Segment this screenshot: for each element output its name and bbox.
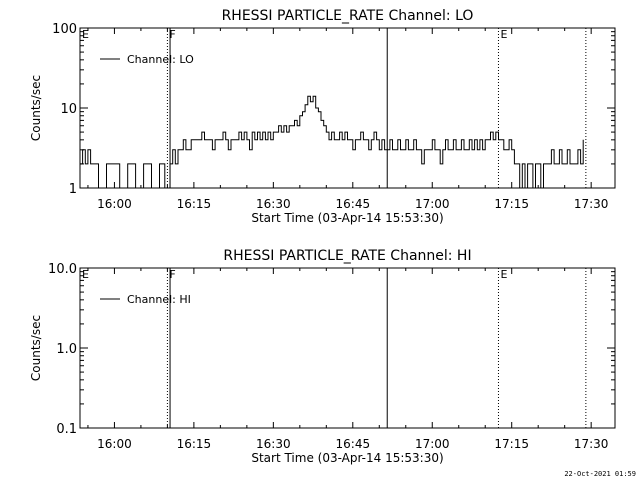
- chart-panel-1: RHESSI PARTICLE_RATE Channel: HI 16:00 16:…: [29, 248, 616, 465]
- event-marker-label: F: [169, 28, 175, 41]
- x-tick-label: 16:30: [256, 437, 291, 451]
- x-tick-label: 16:15: [177, 197, 212, 211]
- chart-title: RHESSI PARTICLE_RATE Channel: LO: [222, 8, 474, 24]
- x-tick-label: 17:30: [574, 197, 609, 211]
- x-tick-label: 17:00: [415, 437, 450, 451]
- x-tick-label: 16:30: [256, 197, 291, 211]
- legend-label: Channel: HI: [127, 293, 191, 306]
- x-tick-label: 17:30: [574, 437, 609, 451]
- event-marker-label: E: [500, 28, 507, 41]
- y-axis-label: Counts/sec: [29, 315, 43, 381]
- x-axis-label: Start Time (03-Apr-14 15:53:30): [251, 451, 443, 465]
- x-tick-label: 16:15: [177, 437, 212, 451]
- event-marker-label: E: [500, 268, 507, 281]
- event-marker-label: E: [82, 28, 89, 41]
- x-tick-label: 16:00: [97, 197, 132, 211]
- x-axis-label: Start Time (03-Apr-14 15:53:30): [251, 211, 443, 225]
- x-tick-label: 17:00: [415, 197, 450, 211]
- generated-timestamp: 22-Oct-2021 01:59: [564, 470, 636, 478]
- legend-label: Channel: LO: [127, 53, 194, 66]
- y-tick-label: 1.0: [56, 342, 77, 357]
- event-marker-label: E: [82, 268, 89, 281]
- y-tick-label: 10.0: [48, 262, 77, 277]
- series-line: [80, 95, 584, 188]
- y-tick-label: 1: [69, 182, 77, 197]
- x-tick-label: 16:45: [336, 197, 371, 211]
- y-axis-label: Counts/sec: [29, 75, 43, 141]
- x-tick-label: 16:45: [336, 437, 371, 451]
- x-tick-label: 17:15: [494, 437, 529, 451]
- y-tick-label: 0.1: [56, 422, 77, 437]
- chart-panel-0: RHESSI PARTICLE_RATE Channel: LO 16:00 16:…: [29, 8, 616, 225]
- x-tick-label: 16:00: [97, 437, 132, 451]
- y-tick-label: 10: [60, 102, 77, 117]
- chart-title: RHESSI PARTICLE_RATE Channel: HI: [223, 248, 471, 264]
- y-tick-label: 100: [52, 22, 77, 37]
- x-tick-label: 17:15: [494, 197, 529, 211]
- plot-frame: [79, 267, 616, 429]
- event-marker-label: F: [169, 268, 175, 281]
